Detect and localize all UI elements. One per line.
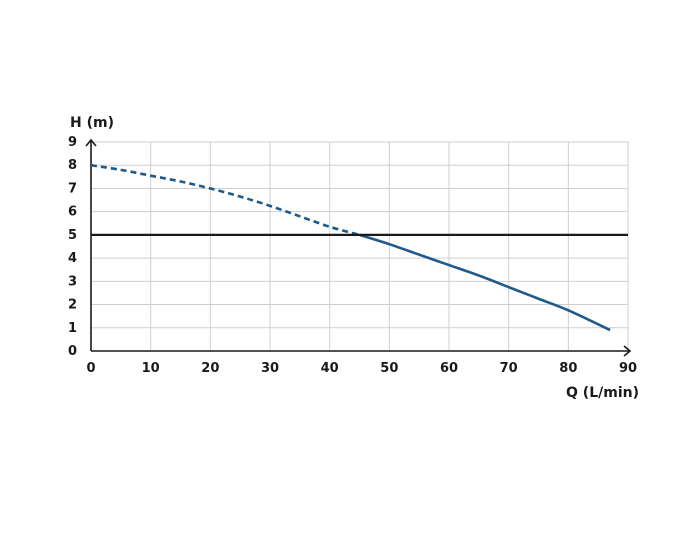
y-tick-label: 8 <box>68 158 77 173</box>
grid <box>91 141 629 351</box>
x-tick-label: 80 <box>559 361 577 376</box>
x-tick-label: 60 <box>440 361 458 376</box>
series-line-dashed <box>90 163 360 237</box>
x-tick-label: 20 <box>201 361 219 376</box>
x-axis-arrow <box>623 345 632 357</box>
y-axis-arrow <box>85 138 97 147</box>
y-tick-label: 3 <box>68 274 77 289</box>
x-axis-label: Q (L/min) <box>566 385 639 401</box>
y-axis-label: H (m) <box>70 115 114 131</box>
axes <box>85 138 632 357</box>
y-tick-label: 5 <box>68 228 77 243</box>
x-tick-label: 50 <box>380 361 398 376</box>
x-tick-label: 0 <box>86 361 95 376</box>
x-tick-label: 40 <box>321 361 339 376</box>
x-tick-label: 90 <box>619 361 637 376</box>
x-tick-label: 10 <box>142 361 160 376</box>
x-tick-label: 30 <box>261 361 279 376</box>
y-tick-label: 4 <box>68 251 77 266</box>
y-tick-label: 0 <box>68 344 77 359</box>
series-line-solid <box>359 233 611 332</box>
y-tick-label: 2 <box>68 298 77 313</box>
x-tick-label: 70 <box>500 361 518 376</box>
y-tick-label: 1 <box>68 321 77 336</box>
y-tick-label: 7 <box>68 181 77 196</box>
tick-labels: 0 10 20 30 40 50 60 70 80 90 0 1 2 3 4 5 6 7 8 9 <box>68 135 637 376</box>
y-tick-label: 6 <box>68 205 77 220</box>
series-group <box>90 163 628 332</box>
y-tick-label: 9 <box>68 135 77 150</box>
